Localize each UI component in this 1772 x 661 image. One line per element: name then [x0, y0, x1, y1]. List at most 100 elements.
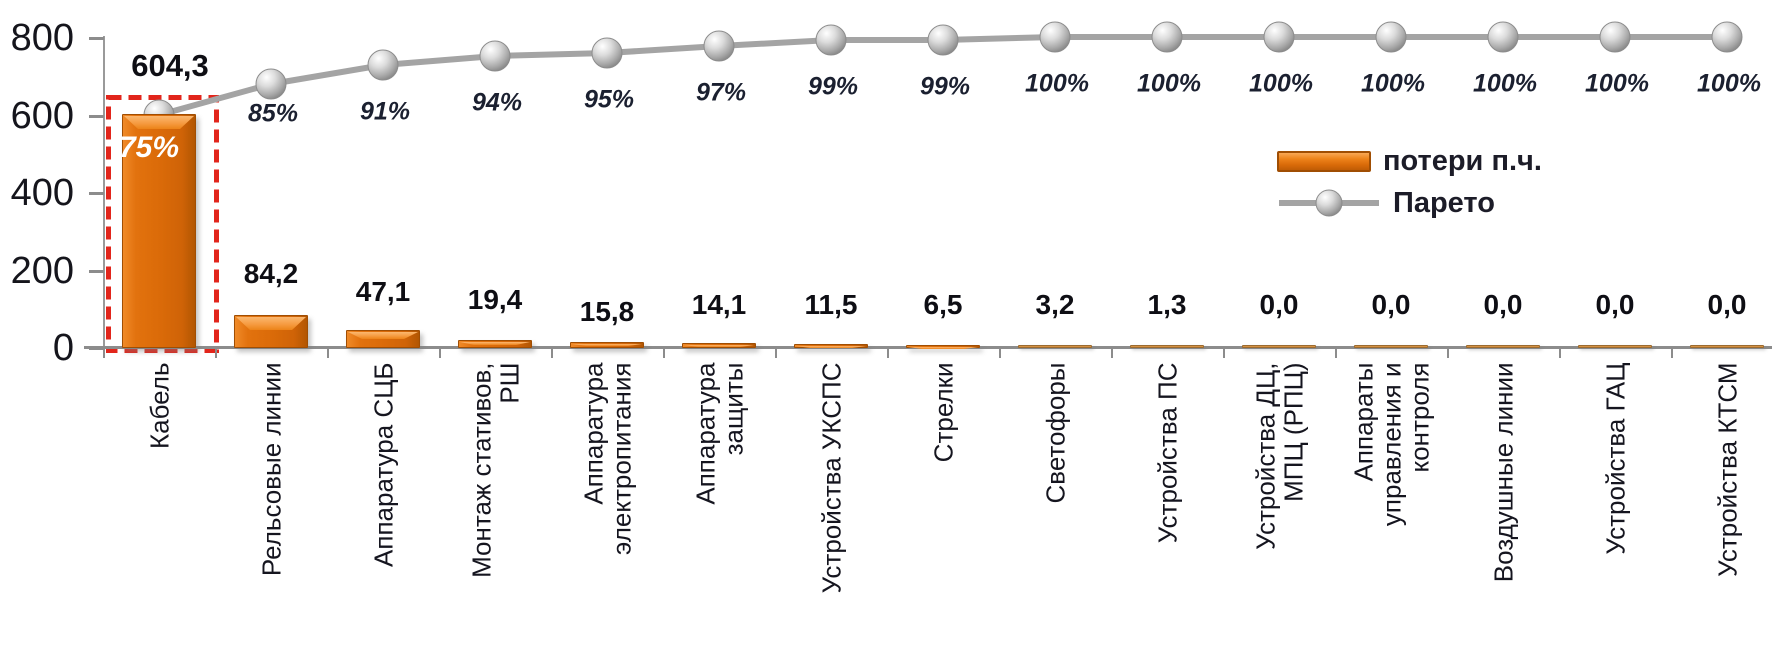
category-label-text: Аппаратура СЦБ	[368, 362, 399, 567]
bar	[906, 345, 980, 349]
category-label-text: Устройства ПС	[1152, 362, 1183, 544]
bar	[1354, 345, 1428, 348]
bar-top-bevel	[348, 332, 418, 339]
bar-value-label: 6,5	[923, 289, 963, 320]
bar-value-label: 84,2	[243, 258, 299, 289]
bar-value-label: 3,2	[1035, 289, 1075, 320]
pareto-percent-label: 99%	[919, 72, 971, 101]
legend: потери п.ч. Парето	[1277, 140, 1607, 224]
bar-value-label: 1,3	[1147, 289, 1187, 320]
pareto-marker	[927, 24, 959, 56]
x-axis-tick	[1559, 349, 1561, 358]
pareto-marker	[1711, 21, 1743, 53]
bar-value-label: 0,0	[1595, 289, 1635, 320]
x-axis-tick	[1111, 349, 1113, 358]
y-axis-label: 0	[52, 327, 74, 369]
category-label-text: Стрелки	[928, 362, 959, 463]
category-label: Светофоры	[1000, 363, 1112, 658]
y-axis-tick	[89, 269, 104, 273]
bar-top-bevel	[460, 342, 530, 345]
bar-value-label: 0,0	[1259, 289, 1299, 320]
x-axis-tick	[999, 349, 1001, 358]
y-axis-tick	[89, 192, 104, 195]
bar-value-label: 11,5	[804, 289, 858, 320]
pareto-marker	[255, 68, 287, 100]
category-label: Стрелки	[888, 363, 1000, 658]
pareto-percent-label: 95%	[583, 85, 635, 114]
category-label: Устройства ПС	[1112, 363, 1224, 658]
category-label: Аппаратура электропитания	[552, 363, 664, 658]
category-label: Устройства УКСПС	[776, 363, 888, 658]
category-label-text: Светофоры	[1040, 362, 1071, 504]
category-label-text: Воздушные линии	[1488, 362, 1519, 583]
x-axis-tick	[103, 349, 105, 358]
category-label: Аппараты управления и контроля	[1336, 363, 1448, 658]
pareto-marker	[703, 30, 735, 62]
category-label: Устройства КТСМ	[1672, 363, 1772, 658]
bar	[1242, 345, 1316, 348]
bar	[1690, 345, 1764, 348]
pareto-marker	[367, 49, 399, 81]
line-series-swatch	[1279, 189, 1379, 217]
bar-top-bevel	[236, 317, 306, 330]
x-axis-tick	[551, 349, 553, 358]
bar-top-bevel	[684, 345, 754, 347]
y-axis-line	[103, 36, 105, 348]
legend-label-line-series: Парето	[1393, 186, 1495, 219]
category-label: Кабель	[104, 363, 216, 658]
bar-top-bevel	[908, 347, 978, 349]
category-label-text: Монтаж стативов, РШ	[466, 362, 525, 578]
y-axis-tick	[89, 37, 104, 40]
bar-value-label: 15,8	[579, 296, 635, 327]
pareto-marker	[1151, 21, 1183, 53]
bar-top-bevel	[796, 346, 866, 348]
bar	[234, 315, 308, 348]
x-axis-tick	[439, 349, 441, 358]
bar	[682, 343, 756, 348]
bar-series-swatch	[1277, 150, 1371, 172]
x-axis-tick	[1223, 349, 1225, 358]
legend-item-bar-series: потери п.ч.	[1277, 140, 1607, 182]
x-axis-tick	[887, 349, 889, 358]
bar	[1466, 345, 1540, 348]
category-label-text: Устройства КТСМ	[1712, 362, 1743, 577]
pareto-marker	[591, 37, 623, 69]
bar	[458, 340, 532, 348]
pareto-percent-label: 75%	[118, 131, 180, 164]
category-label: Устройства ГАЦ	[1560, 363, 1672, 658]
bar-top-bevel	[572, 344, 642, 346]
pareto-percent-label: 100%	[1137, 69, 1201, 98]
x-axis-tick	[775, 349, 777, 358]
pareto-percent-label: 100%	[1697, 69, 1761, 98]
bar-value-label: 604,3	[131, 48, 209, 83]
category-label: Воздушные линии	[1448, 363, 1560, 658]
category-label-text: Устройства УКСПС	[816, 362, 847, 594]
bar	[794, 344, 868, 348]
y-axis-tick	[89, 347, 104, 350]
pareto-percent-label: 99%	[807, 72, 859, 101]
pareto-percent-label: 100%	[1025, 69, 1089, 98]
category-label-text: Аппаратура защиты	[690, 362, 749, 505]
x-axis-tick	[327, 349, 329, 358]
category-label: Монтаж стативов, РШ	[440, 363, 552, 658]
bar	[122, 114, 196, 348]
bar-value-label: 14,1	[691, 289, 747, 320]
bar	[1018, 345, 1092, 348]
y-axis-label: 600	[10, 94, 74, 137]
category-label-text: Аппараты управления и контроля	[1348, 362, 1435, 527]
pareto-marker	[1039, 21, 1071, 53]
y-axis-label: 400	[10, 172, 74, 214]
category-label: Аппаратура СЦБ	[328, 363, 440, 658]
pareto-percent-label: 85%	[247, 99, 299, 128]
pareto-percent-label: 100%	[1473, 69, 1537, 98]
category-label-text: Аппаратура электропитания	[578, 362, 637, 555]
category-label: Рельсовые линии	[216, 363, 328, 658]
pareto-percent-label: 100%	[1249, 69, 1313, 98]
category-label: Аппаратура защиты	[664, 363, 776, 658]
pareto-percent-label: 94%	[471, 88, 523, 117]
bar-value-label: 0,0	[1707, 289, 1747, 320]
y-axis-tick	[89, 114, 104, 118]
x-axis-tick	[1671, 349, 1673, 358]
category-label-text: Рельсовые линии	[256, 362, 287, 577]
